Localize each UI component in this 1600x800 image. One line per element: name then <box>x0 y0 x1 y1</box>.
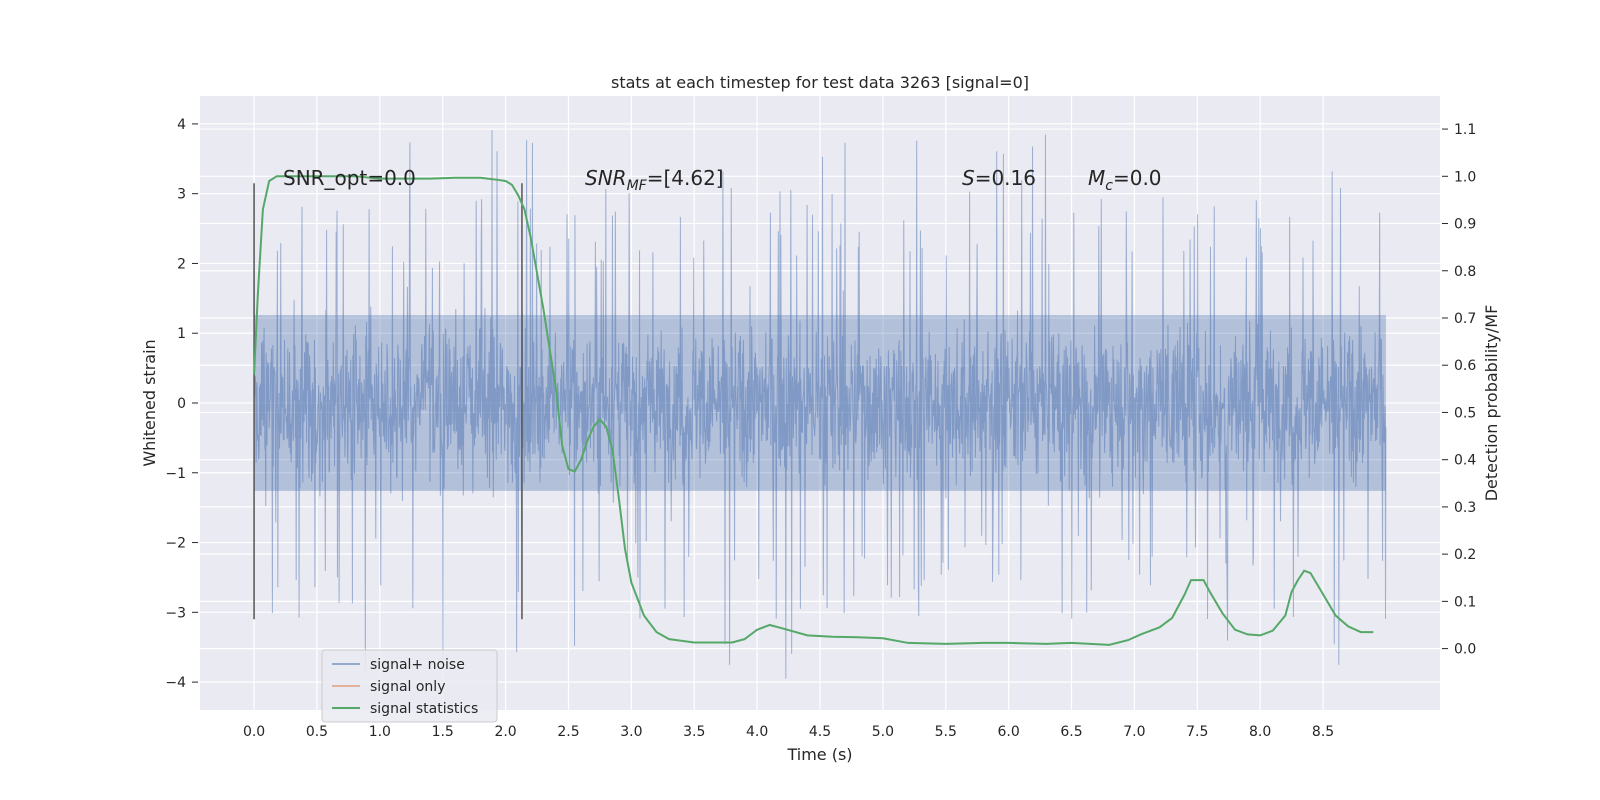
annotation-4: Mc=0.0 <box>1088 166 1162 194</box>
y2-tick-label: 0.5 <box>1454 405 1476 421</box>
x-tick-label: 1.0 <box>369 724 391 740</box>
x-tick-label: 7.0 <box>1123 724 1145 740</box>
y2-axis-label: Detection probability/MF <box>1482 305 1501 502</box>
y2-tick-label: 0.3 <box>1454 500 1476 516</box>
y2-tick-label: 0.6 <box>1454 358 1476 374</box>
vertical-markers <box>253 183 523 620</box>
legend-box <box>321 649 498 723</box>
y2-tick-label: 0.4 <box>1454 453 1476 469</box>
annotation-3: S=0.16 <box>962 166 1036 190</box>
annotation-1: SNR_opt=0.0 <box>283 166 416 190</box>
legend: signal+ noise signal only signal statist… <box>321 649 498 723</box>
x-tick-label: 5.5 <box>935 724 957 740</box>
signal-statistics-layer <box>253 175 1374 646</box>
annotations: SNR_opt=0.0 SNRMF=[4.62] S=0.16 Mc=0.0 <box>283 166 1162 194</box>
y2-tick-label: 0.7 <box>1454 311 1476 327</box>
y2-tick-label: 1.1 <box>1454 122 1476 138</box>
tick-labels: 0.0 0.5 1.0 1.5 2.0 2.5 3.0 3.5 4.0 4.5 5.0 5.5 6.0 6… <box>165 117 1476 740</box>
legend-label-statistics: signal statistics <box>370 701 478 717</box>
x-tick-label: 2.0 <box>494 724 516 740</box>
y-tick-label: −2 <box>165 536 186 552</box>
x-tick-label: 6.5 <box>1060 724 1082 740</box>
x-tick-label: 3.0 <box>620 724 642 740</box>
y-axis-label: Whitened strain <box>140 339 159 466</box>
y-tick-label: 4 <box>177 117 186 133</box>
y2-tick-label: 0.9 <box>1454 217 1476 233</box>
y-tick-label: −3 <box>165 605 186 621</box>
y-tick-label: −1 <box>165 466 186 482</box>
x-tick-label: 0.0 <box>243 724 265 740</box>
x-tick-label: 1.5 <box>432 724 454 740</box>
y-tick-label: −4 <box>165 675 186 691</box>
signal-statistics-line <box>253 175 1374 646</box>
y-tick-label: 2 <box>177 256 186 272</box>
y2-tick-label: 1.0 <box>1454 169 1476 185</box>
x-tick-label: 4.5 <box>809 724 831 740</box>
x-tick-label: 0.5 <box>306 724 328 740</box>
legend-label-signal-only: signal only <box>370 679 445 695</box>
x-tick-label: 7.5 <box>1186 724 1208 740</box>
noise-series-line <box>253 130 1387 679</box>
noise-band-core <box>254 315 1386 491</box>
y-tick-label: 0 <box>177 396 186 412</box>
y-tick-label: 1 <box>177 326 186 342</box>
x-tick-label: 8.0 <box>1249 724 1271 740</box>
y2-tick-label: 0.0 <box>1454 642 1476 658</box>
y-tick-label: 3 <box>177 187 186 203</box>
y2-tick-label: 0.8 <box>1454 264 1476 280</box>
x-tick-label: 4.0 <box>746 724 768 740</box>
annotation-2: SNRMF=[4.62] <box>585 166 724 194</box>
noise-band-series <box>253 130 1387 679</box>
y2-tick-label: 0.2 <box>1454 547 1476 563</box>
x-tick-label: 3.5 <box>683 724 705 740</box>
x-tick-label: 5.0 <box>872 724 894 740</box>
x-axis-label: Time (s) <box>786 745 852 764</box>
chart-title: stats at each timestep for test data 326… <box>611 73 1029 92</box>
y2-tick-label: 0.1 <box>1454 594 1476 610</box>
x-tick-label: 6.0 <box>998 724 1020 740</box>
x-tick-label: 2.5 <box>557 724 579 740</box>
legend-label-noise: signal+ noise <box>370 657 465 673</box>
x-tick-label: 8.5 <box>1312 724 1334 740</box>
